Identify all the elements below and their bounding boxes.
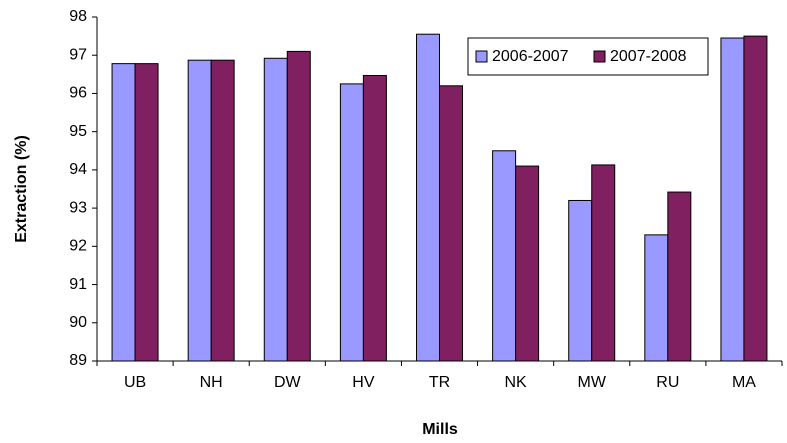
y-tick-label: 96 <box>69 85 87 102</box>
x-tick-label: HV <box>352 374 375 391</box>
bar <box>362 74 387 362</box>
bar <box>134 63 159 362</box>
x-tick-label: RU <box>656 374 679 391</box>
x-tick-label: MA <box>732 374 756 391</box>
bar <box>263 57 288 362</box>
bar <box>187 59 212 362</box>
y-tick-label: 98 <box>69 8 87 25</box>
bar <box>644 234 669 362</box>
bar <box>210 59 235 362</box>
y-tick-label: 93 <box>69 199 87 216</box>
bar <box>416 33 440 362</box>
legend-label: 2006-2007 <box>492 48 569 65</box>
x-tick-label: NH <box>200 374 223 391</box>
y-tick-label: 89 <box>69 352 87 369</box>
bar <box>111 63 136 362</box>
bar <box>492 150 517 362</box>
y-tick-label: 95 <box>69 123 87 140</box>
y-tick-label: 97 <box>69 46 87 63</box>
y-tick-label: 91 <box>69 276 87 293</box>
bar <box>743 35 768 362</box>
y-tick-label: 94 <box>69 161 87 178</box>
legend-box <box>467 37 709 76</box>
legend-swatch <box>475 50 488 63</box>
x-tick-label: MW <box>578 374 607 391</box>
x-tick-label: UB <box>124 374 146 391</box>
bar <box>667 191 692 362</box>
bar <box>591 164 616 362</box>
x-tick-label: NK <box>504 374 527 391</box>
y-tick-label: 92 <box>69 238 87 255</box>
x-axis-title: Mills <box>422 421 458 438</box>
y-tick-label: 90 <box>69 314 87 331</box>
bar <box>720 37 745 362</box>
bar <box>515 165 540 362</box>
x-tick-label: TR <box>429 374 450 391</box>
bar <box>286 50 311 362</box>
bar <box>339 83 364 362</box>
y-axis-title: Extraction (%) <box>13 135 30 243</box>
legend-label: 2007-2008 <box>610 48 687 65</box>
legend-swatch <box>593 50 606 63</box>
x-tick-label: DW <box>274 374 302 391</box>
bar <box>568 199 593 362</box>
bar <box>439 85 463 362</box>
